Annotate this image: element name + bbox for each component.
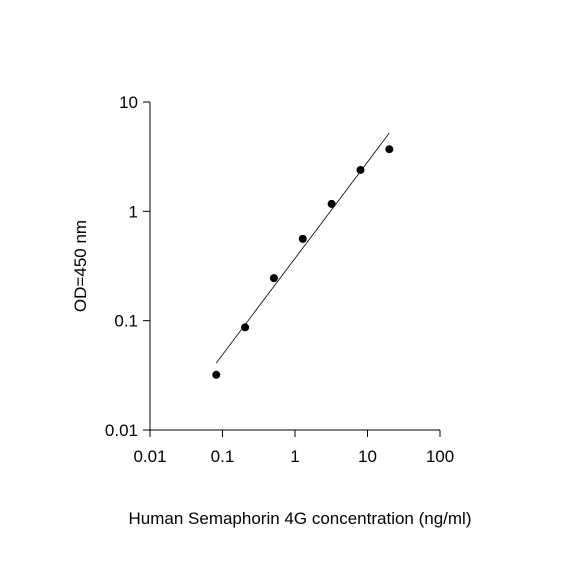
data-point [327, 199, 336, 208]
data-point [212, 370, 221, 379]
data-point [241, 323, 250, 332]
y-tick-label: 0.1 [114, 312, 138, 331]
x-tick-label: 100 [426, 447, 454, 466]
y-tick-label: 0.01 [105, 421, 138, 440]
y-axis-label: OD=450 nm [71, 220, 90, 312]
y-tick-label: 1 [129, 202, 138, 221]
data-point [298, 234, 307, 243]
x-tick-label: 1 [290, 447, 299, 466]
data-point [269, 274, 278, 283]
y-tick-label: 10 [119, 93, 138, 112]
x-tick-label: 0.1 [211, 447, 235, 466]
data-point [356, 165, 365, 174]
x-tick-label: 0.01 [133, 447, 166, 466]
data-point [385, 145, 394, 154]
x-axis-label: Human Semaphorin 4G concentration (ng/ml… [129, 509, 472, 528]
x-tick-label: 10 [358, 447, 377, 466]
